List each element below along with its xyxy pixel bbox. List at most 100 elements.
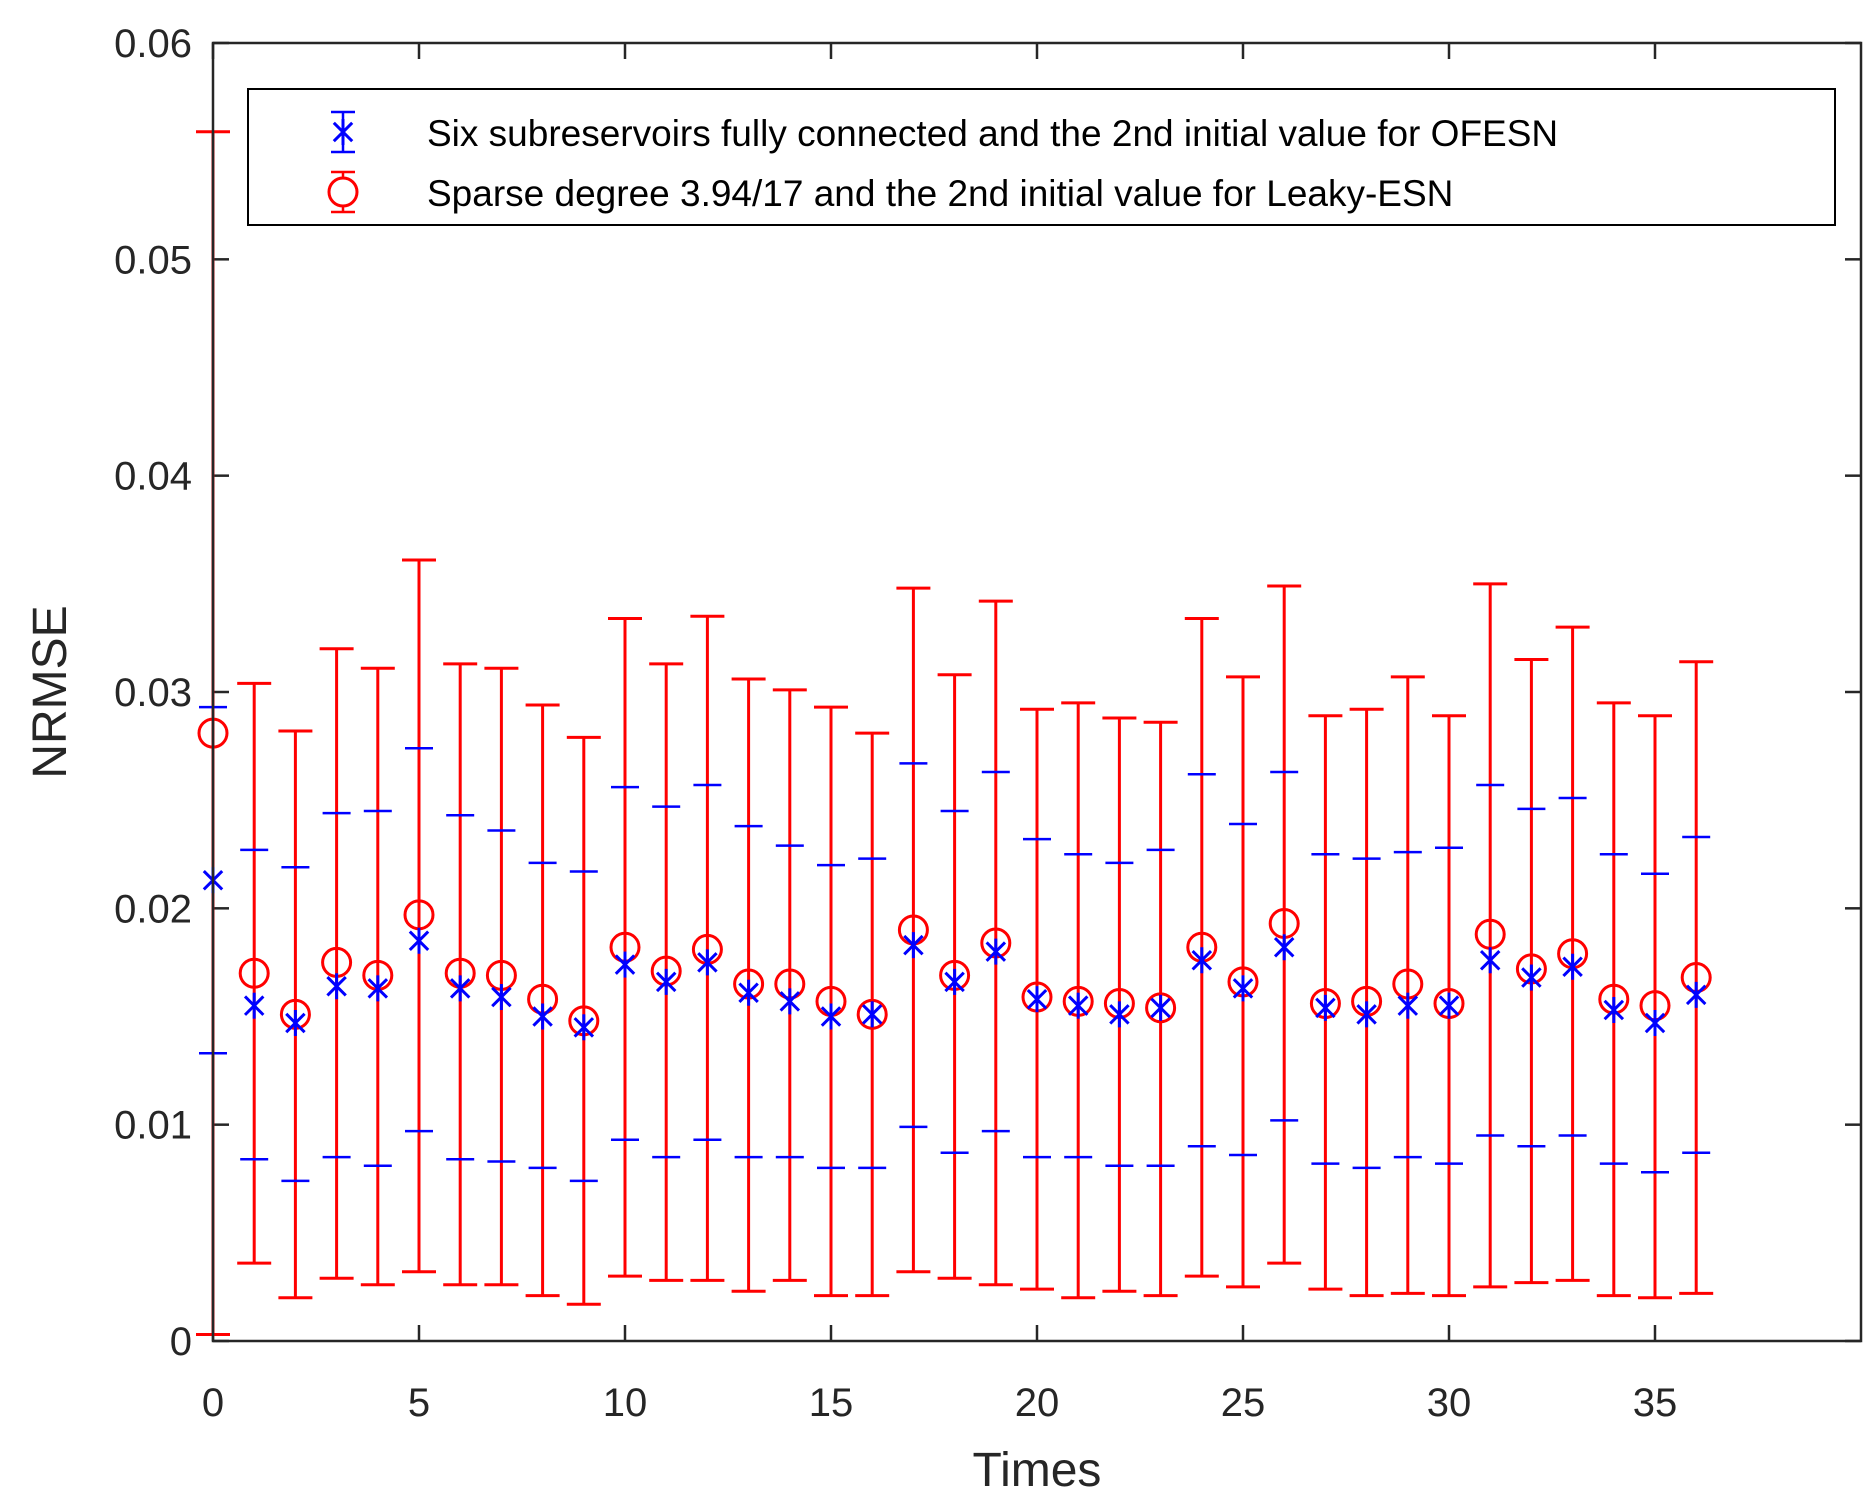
asterisk-stroke [985, 941, 1007, 962]
asterisk-stroke [1521, 967, 1542, 988]
asterisk-stroke [449, 978, 471, 999]
asterisk-stroke [1150, 997, 1171, 1019]
asterisk-stroke [655, 971, 677, 993]
ofesn-point [779, 988, 801, 1015]
ofesn-point [1685, 981, 1707, 1008]
x-tick-label: 5 [408, 1381, 430, 1425]
asterisk-stroke [1109, 1004, 1130, 1025]
ofesn-point [1356, 1001, 1377, 1028]
asterisk-stroke [1562, 956, 1583, 977]
asterisk-stroke [367, 978, 389, 999]
ofesn-point [243, 992, 265, 1019]
x-tick-label: 0 [202, 1381, 224, 1425]
ofesn-point [1067, 992, 1089, 1019]
asterisk-stroke [1644, 1012, 1666, 1034]
asterisk-stroke [614, 954, 636, 975]
ofesn-point [1438, 992, 1460, 1019]
asterisk-stroke [326, 975, 347, 997]
ofesn-point [1273, 934, 1295, 961]
legend: Six subreservoirs fully connected and th… [247, 88, 1836, 226]
leaky-esn-point [1145, 992, 1177, 1024]
ofesn-point [1521, 964, 1542, 991]
y-axis-label: NRMSE [24, 605, 77, 778]
asterisk-stroke [1479, 950, 1501, 971]
asterisk-stroke [1438, 995, 1460, 1016]
y-tick-label: 0.02 [114, 887, 192, 931]
ofesn-point [573, 1014, 595, 1041]
ofesn-point [1232, 975, 1254, 1002]
y-tick-label: 0.04 [114, 455, 192, 499]
x-tick-label: 25 [1221, 1381, 1266, 1425]
asterisk-stroke [697, 952, 718, 973]
ofesn-point [1191, 947, 1213, 974]
ofesn-point [985, 938, 1007, 965]
asterisk-stroke [532, 1006, 553, 1027]
ofesn-point [1397, 992, 1419, 1019]
x-tick-label: 15 [809, 1381, 854, 1425]
asterisk-stroke [903, 934, 924, 956]
legend-entry-leaky-esn: Sparse degree 3.94/17 and the 2nd initia… [427, 173, 1453, 214]
y-tick-label: 0.01 [114, 1104, 192, 1148]
y-tick-label: 0.05 [114, 238, 192, 282]
asterisk-stroke [1191, 950, 1213, 971]
asterisk-stroke [243, 995, 265, 1016]
ofesn-point [1315, 994, 1336, 1021]
legend-entry-ofesn: Six subreservoirs fully connected and th… [427, 113, 1558, 154]
ofesn-point [367, 975, 389, 1002]
plot-frame [211, 41, 1863, 1343]
ofesn-point [491, 984, 512, 1011]
ofesn-point [1150, 994, 1171, 1021]
ofesn-point [1026, 986, 1048, 1013]
y-tick-label: 0.06 [114, 22, 192, 66]
x-tick-label: 35 [1633, 1381, 1678, 1425]
leaky-esn-point [856, 998, 888, 1030]
ofesn-point [738, 979, 759, 1006]
asterisk-stroke [285, 1012, 306, 1034]
ofesn-point [614, 951, 636, 978]
asterisk-stroke [1397, 995, 1419, 1016]
legend-leaky-marker [327, 176, 359, 208]
asterisk-stroke [332, 121, 354, 143]
ofesn-point [408, 927, 430, 954]
axis-ticks [211, 41, 1861, 1343]
ofesn-point [1603, 997, 1625, 1024]
ofesn-point [697, 949, 718, 976]
legend-ofesn-marker [332, 119, 354, 145]
x-tick-label: 10 [603, 1381, 648, 1425]
ofesn-point [1109, 1001, 1130, 1028]
ofesn-point [1479, 947, 1501, 974]
asterisk-stroke [779, 991, 801, 1012]
ofesn-point [903, 932, 924, 959]
ofesn-point [1562, 953, 1583, 980]
y-tick-label: 0.03 [114, 671, 192, 715]
x-tick-label: 30 [1427, 1381, 1472, 1425]
asterisk-stroke [1685, 984, 1707, 1006]
asterisk-stroke [1026, 988, 1048, 1010]
asterisk-stroke [738, 982, 759, 1003]
ofesn-point [655, 968, 677, 995]
legend-box [247, 88, 1836, 226]
x-tick-label: 20 [1015, 1381, 1060, 1425]
ofesn-point [1644, 1009, 1666, 1036]
ofesn-point [861, 1001, 883, 1028]
ofesn-point [944, 968, 965, 995]
legend-marks [327, 110, 359, 214]
asterisk-stroke [944, 971, 965, 993]
ofesn-point [285, 1009, 306, 1036]
y-tick-label: 0 [170, 1320, 192, 1364]
series-leaky-esn [196, 130, 1714, 1337]
ofesn-point [326, 973, 347, 1000]
asterisk-stroke [1067, 995, 1089, 1016]
ofesn-point [532, 1003, 553, 1030]
asterisk-stroke [1315, 997, 1336, 1019]
asterisk-stroke [408, 930, 430, 952]
asterisk-stroke [861, 1004, 883, 1025]
ofesn-point [449, 975, 471, 1002]
asterisk-stroke [1232, 978, 1254, 999]
asterisk-stroke [1603, 999, 1625, 1021]
tick-labels: 0 5 10 15 20 25 30 35 0 0.01 0.02 0.03 0.04 0.05 0.06 [114, 22, 1677, 1425]
asterisk-stroke [820, 1006, 842, 1027]
asterisk-stroke [1356, 1004, 1377, 1025]
x-axis-label: Times [973, 1444, 1102, 1497]
